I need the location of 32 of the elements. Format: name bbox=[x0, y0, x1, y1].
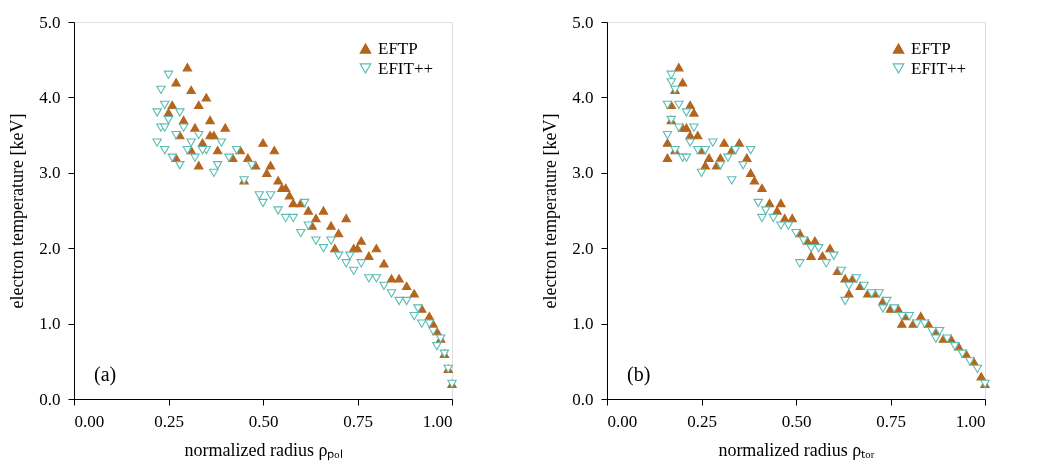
x-tick-label: 1.00 bbox=[955, 411, 986, 431]
y-tick-label: 5.0 bbox=[572, 12, 594, 32]
x-tick-label: 0.00 bbox=[607, 411, 638, 431]
legend-label: EFIT++ bbox=[378, 58, 434, 78]
y-tick-label: 0.0 bbox=[572, 389, 594, 409]
y-tick-label: 2.0 bbox=[572, 238, 594, 258]
y-tick-label: 2.0 bbox=[39, 238, 61, 258]
annotation: (b) bbox=[627, 363, 651, 386]
y-tick-label: 3.0 bbox=[572, 163, 594, 183]
annotation: (a) bbox=[94, 363, 117, 386]
y-axis-title: electron temperature [keV] bbox=[540, 113, 561, 309]
x-axis-title: normalized radius ρₚₒₗ bbox=[184, 439, 343, 461]
x-tick-label: 0.50 bbox=[781, 411, 812, 431]
legend-label: EFTP bbox=[378, 38, 418, 58]
y-tick-label: 3.0 bbox=[39, 163, 61, 183]
x-tick-label: 0.25 bbox=[687, 411, 717, 431]
y-tick-label: 4.0 bbox=[39, 87, 61, 107]
x-tick-label: 0.25 bbox=[154, 411, 184, 431]
legend-label: EFIT++ bbox=[911, 58, 967, 78]
x-tick-label: 0.00 bbox=[74, 411, 105, 431]
y-tick-label: 1.0 bbox=[572, 314, 594, 334]
x-tick-label: 0.75 bbox=[343, 411, 373, 431]
y-tick-label: 5.0 bbox=[39, 12, 61, 32]
y-tick-label: 1.0 bbox=[39, 314, 61, 334]
x-tick-label: 0.75 bbox=[876, 411, 906, 431]
legend-label: EFTP bbox=[911, 38, 951, 58]
x-tick-label: 0.50 bbox=[248, 411, 279, 431]
x-axis-title: normalized radius ρₜₒᵣ bbox=[718, 439, 875, 460]
y-tick-label: 0.0 bbox=[39, 389, 61, 409]
y-axis-title: electron temperature [keV] bbox=[7, 113, 28, 309]
x-tick-label: 1.00 bbox=[422, 411, 453, 431]
y-tick-label: 4.0 bbox=[572, 87, 594, 107]
